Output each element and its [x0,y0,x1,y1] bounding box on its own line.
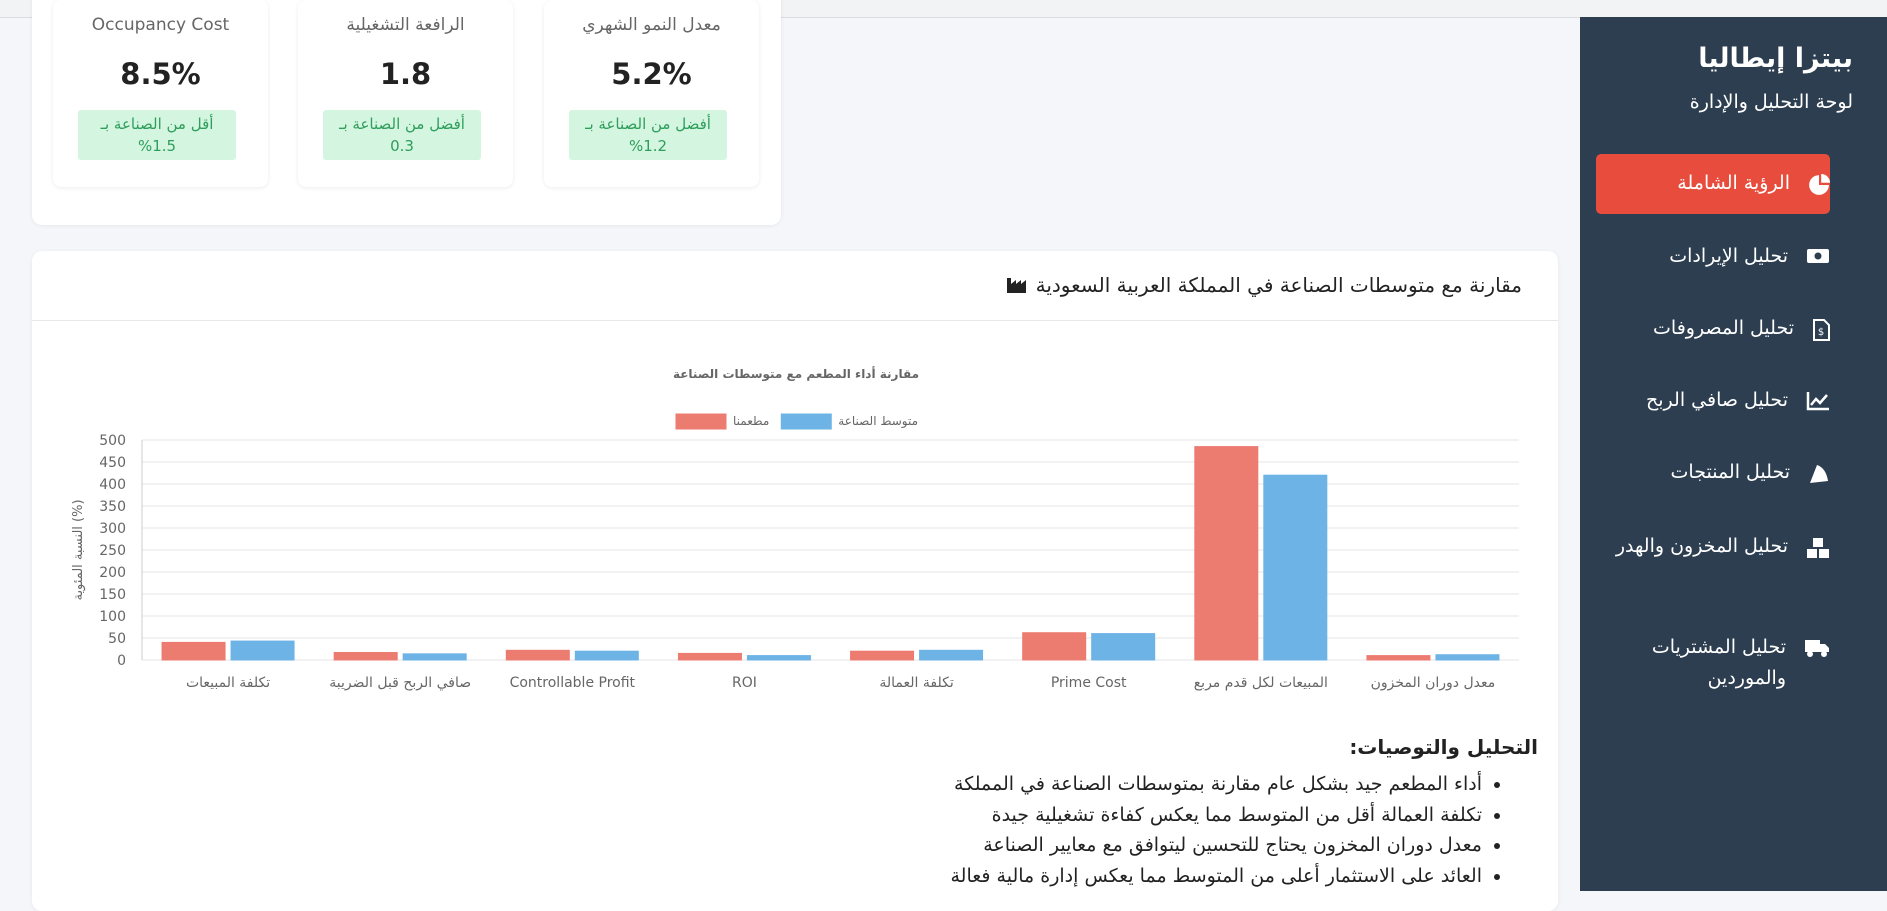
section-title: مقارنة مع متوسطات الصناعة في المملكة الع… [1006,273,1522,297]
nav-item[interactable]: $ تحليل المصروفات [1610,313,1830,344]
kpi-row: Occupancy Cost 8.5% أقل من الصناعة بـ 1.… [32,0,781,200]
kpi-value: 8.5% [120,57,201,91]
kpi-title: الرافعة التشغيلية [346,15,465,35]
kpi-card: الرافعة التشغيلية 1.8 أفضل من الصناعة بـ… [298,0,513,187]
icon [1805,640,1829,657]
kpi-card: Occupancy Cost 8.5% أقل من الصناعة بـ 1.… [53,0,268,187]
analysis-item: العائد على الاستثمار أعلى من المتوسط مما… [951,861,1483,892]
nav-item[interactable]: تحليل صافي الربح [1610,385,1830,416]
icon [1807,249,1829,263]
sidebar: بيتزا إيطاليا لوحة التحليل والإدارة الرؤ… [1580,17,1887,891]
active-nav-bg [1596,154,1830,214]
nav-label: تحليل المصروفات [1653,317,1794,339]
analysis-title: التحليل والتوصيات: [1349,735,1538,759]
comparison-card: مقارنة مع متوسطات الصناعة في المملكة الع… [32,251,1558,911]
icon [1807,538,1829,558]
nav-label: تحليل الإيرادات [1669,245,1788,267]
kpi-value: 5.2% [611,57,692,91]
section-title-text: مقارنة مع متوسطات الصناعة في المملكة الع… [1035,273,1522,297]
icon [1006,278,1026,293]
icon [1810,465,1828,483]
svg-text:$: $ [1818,327,1824,338]
kpi-note: أقل من الصناعة بـ 1.5% [78,110,236,160]
kpi-note: أفضل من الصناعة بـ 0.3 [323,110,481,160]
icon: $ [1813,319,1830,341]
kpi-card: معدل النمو الشهري 5.2% أفضل من الصناعة ب… [544,0,759,187]
nav-label: تحليل المخزون والهدر [1615,535,1788,557]
icon [1809,174,1830,195]
analysis-item: أداء المطعم جيد بشكل عام مقارنة بمتوسطات… [951,769,1482,800]
analysis-item: تكلفة العمالة أقل من المتوسط مما يعكس كف… [951,800,1482,831]
nav-label: تحليل المشتريات والموردين [1651,636,1786,689]
nav-item[interactable]: تحليل الإيرادات [1610,241,1830,272]
kpi-value: 1.8 [379,57,432,91]
nav-item[interactable]: الرؤية الشاملة [1610,168,1830,199]
nav-label: تحليل صافي الربح [1646,389,1788,411]
page: {"sidebar": {"title": "بيتزا إيطاليا", "… [0,0,1887,891]
analysis-list: أداء المطعم جيد بشكل عام مقارنة بمتوسطات… [951,769,1505,891]
icon [1806,392,1829,411]
analysis-item: معدل دوران المخزون يحتاج للتحسين ليتوافق… [951,830,1482,861]
divider [32,320,1558,321]
kpi-title: معدل النمو الشهري [582,15,721,35]
nav-label: الرؤية الشاملة [1677,172,1790,194]
nav-item[interactable]: تحليل المشتريات والموردين [1610,632,1830,694]
brand-subtitle: لوحة التحليل والإدارة [1689,91,1853,113]
nav-item[interactable]: تحليل المخزون والهدر [1610,531,1830,562]
brand-title: بيتزا إيطاليا [1698,43,1853,74]
kpi-note: أفضل من الصناعة بـ 1.2% [569,110,727,160]
nav-item[interactable]: تحليل المنتجات [1610,457,1830,488]
kpi-panel: Occupancy Cost 8.5% أقل من الصناعة بـ 1.… [32,0,781,225]
nav-label: تحليل المنتجات [1670,461,1790,483]
kpi-title: Occupancy Cost [91,15,230,35]
